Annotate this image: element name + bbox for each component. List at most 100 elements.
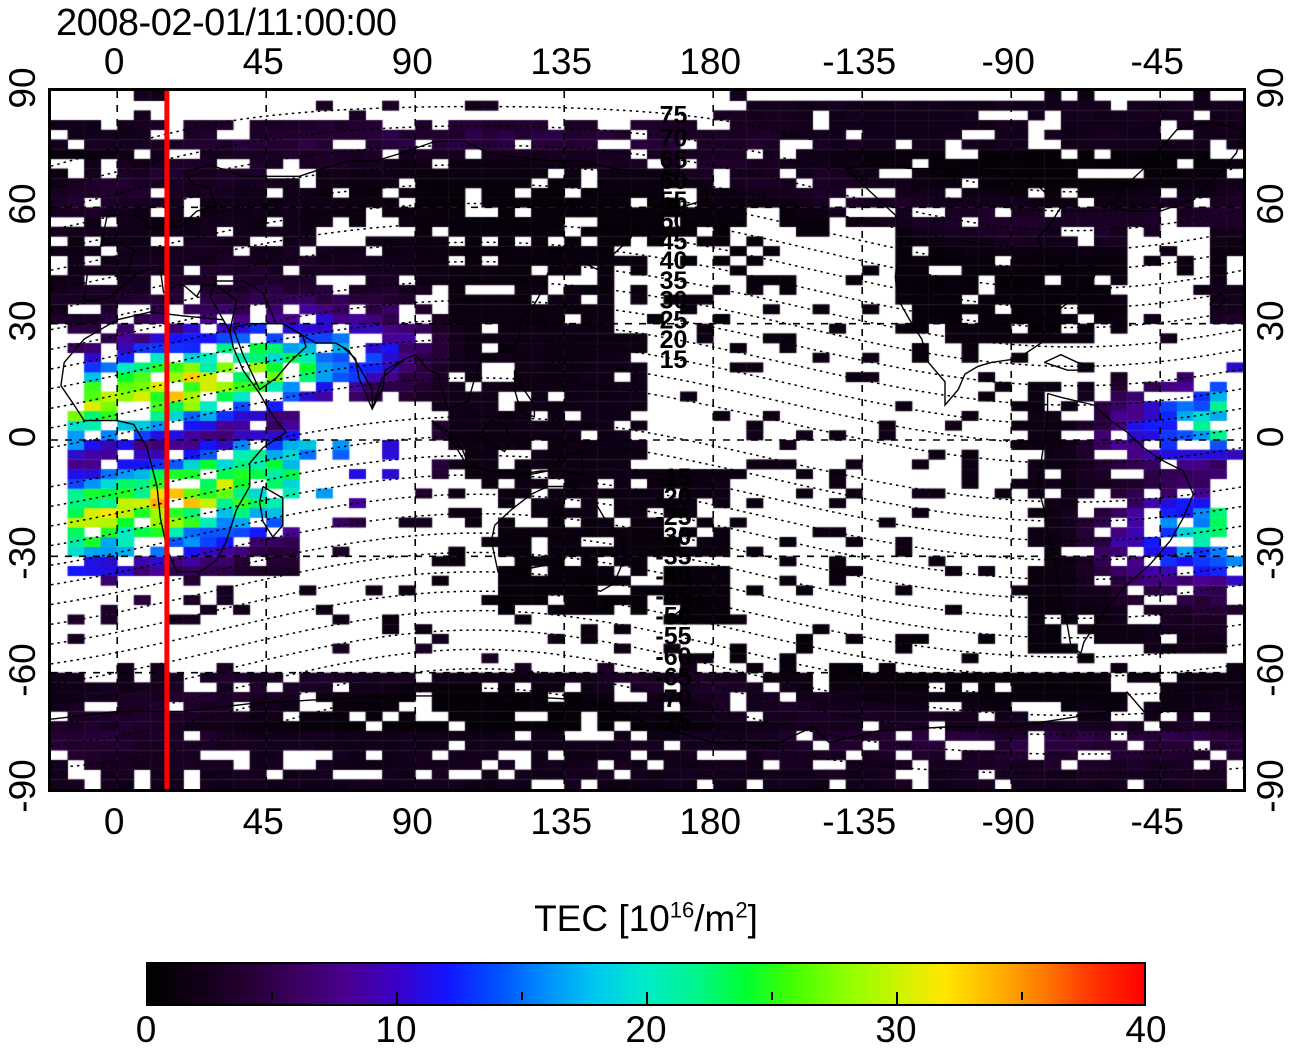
geomagnetic-contour-10 <box>51 357 1243 445</box>
y-axis-labels-right: 90 60 30 0 -30 -60 -90 <box>1248 67 1292 812</box>
x-tick-label-5: -135 <box>822 41 897 82</box>
contour-label--15: -15 <box>655 464 691 492</box>
colorbar-minor-tick-3 <box>1021 992 1023 1000</box>
colorbar-tick-label-4: 40 <box>1125 1009 1167 1050</box>
x-tick-label-7: -45 <box>1130 41 1184 82</box>
geomagnetic-contour-5 <box>51 377 1243 465</box>
y-tick-label-0: 90 <box>2 67 43 109</box>
geomagnetic-contour--25 <box>51 493 1243 581</box>
geomagnetic-contour-50 <box>51 202 1243 290</box>
geomagnetic-contour-40 <box>51 241 1243 329</box>
geomagnetic-contour--60 <box>51 629 1243 717</box>
y-tick-label-3: 0 <box>2 426 43 448</box>
contour-label--70: -70 <box>655 685 691 713</box>
geomagnetic-contour--20 <box>51 474 1243 561</box>
colorbar-title-suffix: /m <box>694 898 736 939</box>
page-title: 2008-02-01/11:00:00 <box>56 2 397 44</box>
geomagnetic-contour--35 <box>51 532 1243 620</box>
colorbar[interactable] <box>146 962 1146 1006</box>
geomagnetic-contour--55 <box>51 609 1243 697</box>
x-tick-label-1: 45 <box>242 801 284 842</box>
x-tick-label-6: -90 <box>981 41 1035 82</box>
x-tick-label-7: -45 <box>1130 801 1184 842</box>
colorbar-title: TEC [1016/m2] <box>0 898 1292 940</box>
contour-label-55: 55 <box>660 187 688 215</box>
contour-label--75: -75 <box>655 708 691 736</box>
x-tick-label-6: -90 <box>981 801 1035 842</box>
colorbar-title-prefix: TEC [10 <box>534 898 670 939</box>
colorbar-major-tick-1 <box>396 992 398 1006</box>
contour-label--30: -30 <box>655 523 691 551</box>
geomagnetic-contour-55 <box>51 183 1243 271</box>
coastline-14 <box>51 691 1243 744</box>
geomagnetic-contour--75 <box>51 687 1243 775</box>
y-tick-label-4: -30 <box>2 526 43 581</box>
coastline-12 <box>1110 121 1243 212</box>
geomagnetic-contour-75 <box>51 105 1243 193</box>
y-tick-label-0: 90 <box>1250 67 1291 109</box>
x-axis-labels-bottom: 0 45 90 135 180 -135 -90 -45 <box>48 800 1246 844</box>
geomagnetic-contour--15 <box>51 454 1243 542</box>
geomagnetic-contour--45 <box>51 571 1243 658</box>
geomagnetic-contour-35 <box>51 260 1243 348</box>
colorbar-title-exponent: 16 <box>669 897 695 923</box>
colorbar-major-tick-3 <box>896 992 898 1006</box>
tec-map-plot[interactable]: 75 70 65 60 55 50 45 40 35 30 25 20 15 -15 -20 -25 -30 -3… <box>48 88 1246 792</box>
contour-label-50: 50 <box>660 207 688 235</box>
colorbar-tick-label-1: 10 <box>375 1009 417 1050</box>
colorbar-tick-label-3: 30 <box>875 1009 917 1050</box>
geomagnetic-contour-65 <box>51 144 1243 232</box>
coastline-0 <box>60 311 288 573</box>
x-tick-label-1: 45 <box>242 41 284 82</box>
contour-label-60: 60 <box>660 167 688 195</box>
y-tick-label-5: -60 <box>2 642 43 697</box>
x-tick-label-4: 180 <box>679 801 742 842</box>
contour-label--50: -50 <box>655 602 691 630</box>
coastline-9 <box>593 598 608 612</box>
coastline-1 <box>258 485 284 539</box>
geomagnetic-contour--30 <box>51 512 1243 600</box>
contour-label--35: -35 <box>655 543 691 571</box>
map-canvas-area: 75 70 65 60 55 50 45 40 35 30 25 20 15 -15 -20 -25 -30 -3… <box>51 91 1243 789</box>
y-tick-label-4: -30 <box>1250 526 1291 581</box>
coastline-5 <box>431 420 585 476</box>
contour-label--60: -60 <box>655 643 691 671</box>
geomagnetic-contour--65 <box>51 648 1243 736</box>
coastline-13 <box>1036 392 1195 655</box>
colorbar-tick-labels: 0 10 20 30 40 <box>136 1006 1167 1054</box>
geomagnetic-contour--10 <box>51 435 1243 523</box>
y-tick-label-5: -60 <box>1250 642 1291 697</box>
colorbar-major-tick-2 <box>646 992 648 1006</box>
coastline-7 <box>513 369 536 418</box>
coastline-8 <box>490 485 625 592</box>
contour-label-65: 65 <box>660 146 688 174</box>
contour-label--20: -20 <box>655 483 691 511</box>
geomagnetic-contour-20 <box>51 319 1243 406</box>
contour-label-75: 75 <box>660 101 688 129</box>
contour-label-20: 20 <box>660 326 688 354</box>
geomagnetic-contour-30 <box>51 280 1243 368</box>
y-tick-label-2: 30 <box>1250 300 1291 342</box>
geomagnetic-contour-60 <box>51 163 1243 251</box>
y-axis-labels-left: 90 60 30 0 -30 -60 -90 <box>0 67 46 812</box>
coastline-15 <box>1044 353 1096 371</box>
contour-label-70: 70 <box>660 125 688 153</box>
colorbar-tick-label-2: 20 <box>625 1009 667 1050</box>
contour-label--40: -40 <box>655 562 691 590</box>
x-tick-label-0: 0 <box>103 801 125 842</box>
geomagnetic-contour-25 <box>51 299 1243 387</box>
geomagnetic-contour-70 <box>51 125 1243 212</box>
coastline-2 <box>83 140 708 410</box>
colorbar-minor-tick-1 <box>521 992 523 1000</box>
geomagnetic-contour-15 <box>51 338 1243 426</box>
colorbar-tick-label-0: 0 <box>135 1009 157 1050</box>
contour-label--55: -55 <box>655 623 691 651</box>
y-tick-label-3: 0 <box>1250 426 1291 448</box>
colorbar-title-close: ] <box>747 898 758 939</box>
contour-label-25: 25 <box>660 306 688 334</box>
coastline-11 <box>844 163 1099 408</box>
contour-label-45: 45 <box>660 227 688 255</box>
y-tick-label-6: -90 <box>2 759 43 813</box>
x-tick-label-4: 180 <box>679 41 742 82</box>
